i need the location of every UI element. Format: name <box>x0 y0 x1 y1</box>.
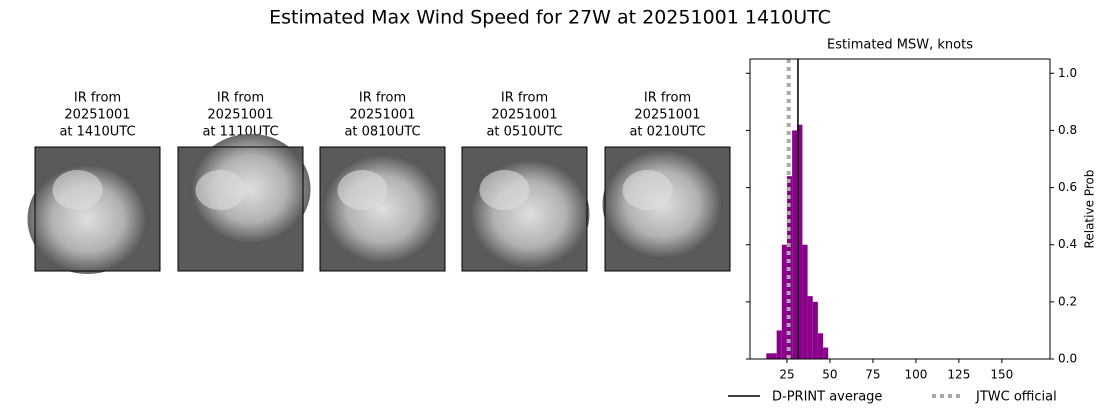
y-tick-label: 0.4 <box>1058 237 1077 251</box>
x-tick-label: 150 <box>990 368 1013 382</box>
ir-frame <box>604 146 731 272</box>
panel-title: IR from <box>74 91 121 106</box>
y-tick-label: 1.0 <box>1058 66 1077 80</box>
ir-cloud <box>622 170 673 210</box>
bar <box>797 124 803 359</box>
ir-cloud <box>195 170 246 210</box>
panel-title: 20251001 <box>634 108 700 123</box>
y-tick-label: 0.2 <box>1058 294 1077 308</box>
bar <box>766 353 772 359</box>
ir-frame <box>461 146 588 272</box>
bar <box>771 353 777 359</box>
panel-title: IR from <box>644 91 691 106</box>
panel-title: IR from <box>359 91 406 106</box>
bar <box>823 347 829 359</box>
ir-frame <box>177 146 304 272</box>
bar <box>776 330 782 359</box>
y-tick-label: 0.8 <box>1058 123 1077 137</box>
figure-title: Estimated Max Wind Speed for 27W at 2025… <box>269 7 831 29</box>
x-tick-label: 75 <box>865 368 880 382</box>
bar <box>781 244 787 359</box>
y-axis-label: Relative Prob <box>1083 170 1097 249</box>
legend-label: JTWC official <box>975 390 1057 405</box>
axes-title: Estimated MSW, knots <box>827 38 973 53</box>
panel-title: 20251001 <box>64 108 130 123</box>
panel-title: 20251001 <box>491 108 557 123</box>
ir-frame <box>34 146 161 272</box>
ir-cloud <box>479 170 530 210</box>
bar <box>802 244 808 359</box>
panel-title: at 0510UTC <box>486 125 562 140</box>
y-tick-label: 0.6 <box>1058 180 1077 194</box>
panel-title: at 0810UTC <box>344 125 420 140</box>
x-tick-label: 25 <box>779 368 794 382</box>
panel-title: IR from <box>217 91 264 106</box>
ir-cloud <box>322 154 443 264</box>
y-tick-label: 0.0 <box>1058 352 1077 366</box>
bar <box>812 301 818 359</box>
x-tick-label: 125 <box>947 368 970 382</box>
bar <box>792 130 798 359</box>
ir-cloud <box>337 170 388 210</box>
ir-cloud <box>190 134 311 244</box>
legend-label: D-PRINT average <box>772 390 882 405</box>
panel-title: 20251001 <box>349 108 415 123</box>
ir-frame <box>319 146 446 272</box>
bar <box>807 296 813 359</box>
axes-frame <box>749 58 1051 360</box>
x-tick-label: 50 <box>822 368 837 382</box>
panel-title: IR from <box>501 91 548 106</box>
panel-title: 20251001 <box>207 108 273 123</box>
bar <box>817 333 824 359</box>
panel-title: at 1410UTC <box>59 125 135 140</box>
panel-title: at 0210UTC <box>629 125 705 140</box>
x-tick-label: 100 <box>904 368 927 382</box>
ir-cloud <box>52 170 103 210</box>
